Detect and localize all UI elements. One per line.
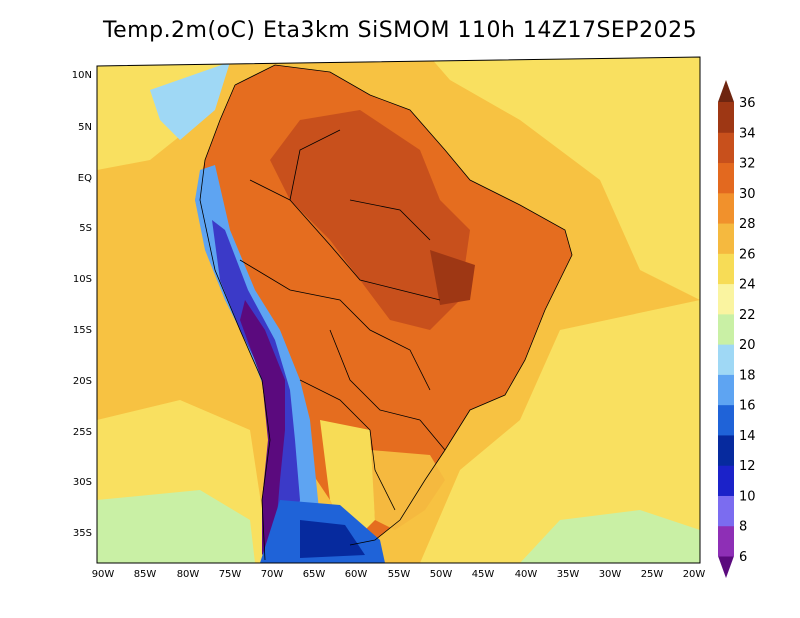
colorbar-label: 20 — [739, 338, 756, 353]
colorbar-segment — [718, 313, 734, 345]
lat-label: 25S — [73, 427, 92, 438]
colorbar-segment — [718, 102, 734, 133]
lat-label: 10N — [72, 70, 92, 81]
lon-label: 40W — [515, 569, 538, 580]
lon-label: 50W — [430, 569, 453, 580]
colorbar-label: 6 — [739, 550, 747, 565]
colorbar-label: 26 — [739, 247, 756, 262]
ocean-cool-band-southwest — [97, 490, 255, 563]
colorbar-min-arrow — [718, 556, 734, 578]
lat-label: 5N — [78, 122, 92, 133]
land-south-warm — [370, 450, 445, 530]
lat-label: 15S — [73, 325, 92, 336]
lon-label: 80W — [177, 569, 200, 580]
colorbar-segment — [718, 253, 734, 285]
lat-label: 30S — [73, 477, 92, 488]
land-pampas — [320, 420, 375, 545]
longitude-axis: 90W 85W 80W 75W 70W 65W 60W 55W 50W 45W … — [92, 569, 706, 580]
colorbar-segment — [718, 223, 734, 254]
colorbar-segment — [718, 344, 734, 375]
lat-label: 5S — [79, 223, 92, 234]
colorbar-label: 22 — [739, 308, 756, 323]
lon-label: 55W — [388, 569, 411, 580]
lat-label: 20S — [73, 376, 92, 387]
patagonia-colder — [300, 520, 365, 558]
colorbar-label: 10 — [739, 489, 756, 504]
lon-label: 60W — [345, 569, 368, 580]
colorbar-segment — [718, 465, 734, 496]
lon-label: 65W — [303, 569, 326, 580]
lon-label: 90W — [92, 569, 115, 580]
lon-label: 45W — [472, 569, 495, 580]
colorbar-label: 8 — [739, 520, 747, 535]
colorbar-label: 24 — [739, 278, 756, 293]
ocean-north-atlantic-yellow — [430, 57, 700, 300]
colorbar-label: 14 — [739, 429, 756, 444]
lat-label: 10S — [73, 274, 92, 285]
colorbar-segment — [718, 132, 734, 164]
lat-label: 35S — [73, 528, 92, 539]
colorbar-label: 34 — [739, 126, 756, 141]
temperature-field — [97, 57, 700, 563]
colorbar-max-arrow — [718, 80, 734, 102]
colorbar-label: 12 — [739, 459, 756, 474]
lon-label: 35W — [557, 569, 580, 580]
ocean-cool-band-east — [520, 510, 700, 563]
colorbar-label: 36 — [739, 96, 756, 111]
colorbar-label: 28 — [739, 217, 756, 232]
colorbar-segment — [718, 162, 734, 194]
latitude-axis: 10N 5N EQ 5S 10S 15S 20S 25S 30S 35S — [72, 70, 92, 539]
colorbar-label: 16 — [739, 399, 756, 414]
lat-label: EQ — [78, 173, 92, 184]
ocean-cool-band-panama — [150, 62, 230, 140]
hotspot-central — [430, 250, 475, 305]
lon-label: 75W — [219, 569, 242, 580]
map-frame — [96, 56, 701, 564]
ocean-south-atlantic-yellow — [420, 300, 700, 563]
colorbar-segment — [718, 495, 734, 527]
lon-label: 70W — [261, 569, 284, 580]
interior-very-hot — [270, 110, 470, 330]
andes-coldest — [240, 300, 285, 555]
lon-label: 85W — [134, 569, 157, 580]
colorbar-segment — [718, 374, 734, 406]
country-borders — [199, 64, 573, 561]
colorbar-label: 30 — [739, 187, 756, 202]
colorbar-segment — [718, 525, 734, 557]
lon-label: 20W — [683, 569, 706, 580]
map-title: Temp.2m(oC) Eta3km SiSMOM 110h 14Z17SEP2… — [102, 18, 698, 43]
lon-label: 30W — [599, 569, 622, 580]
colorbar-label: 18 — [739, 368, 756, 383]
colorbar-segment — [718, 192, 734, 224]
colorbar-label: 32 — [739, 157, 756, 172]
colorbar-segment — [718, 404, 734, 436]
lon-label: 25W — [641, 569, 664, 580]
colorbar: 6 8 10 12 14 16 18 20 22 24 26 28 30 32 34 36 — [718, 80, 756, 578]
colorbar-segment — [718, 283, 734, 315]
colorbar-segment — [718, 434, 734, 466]
